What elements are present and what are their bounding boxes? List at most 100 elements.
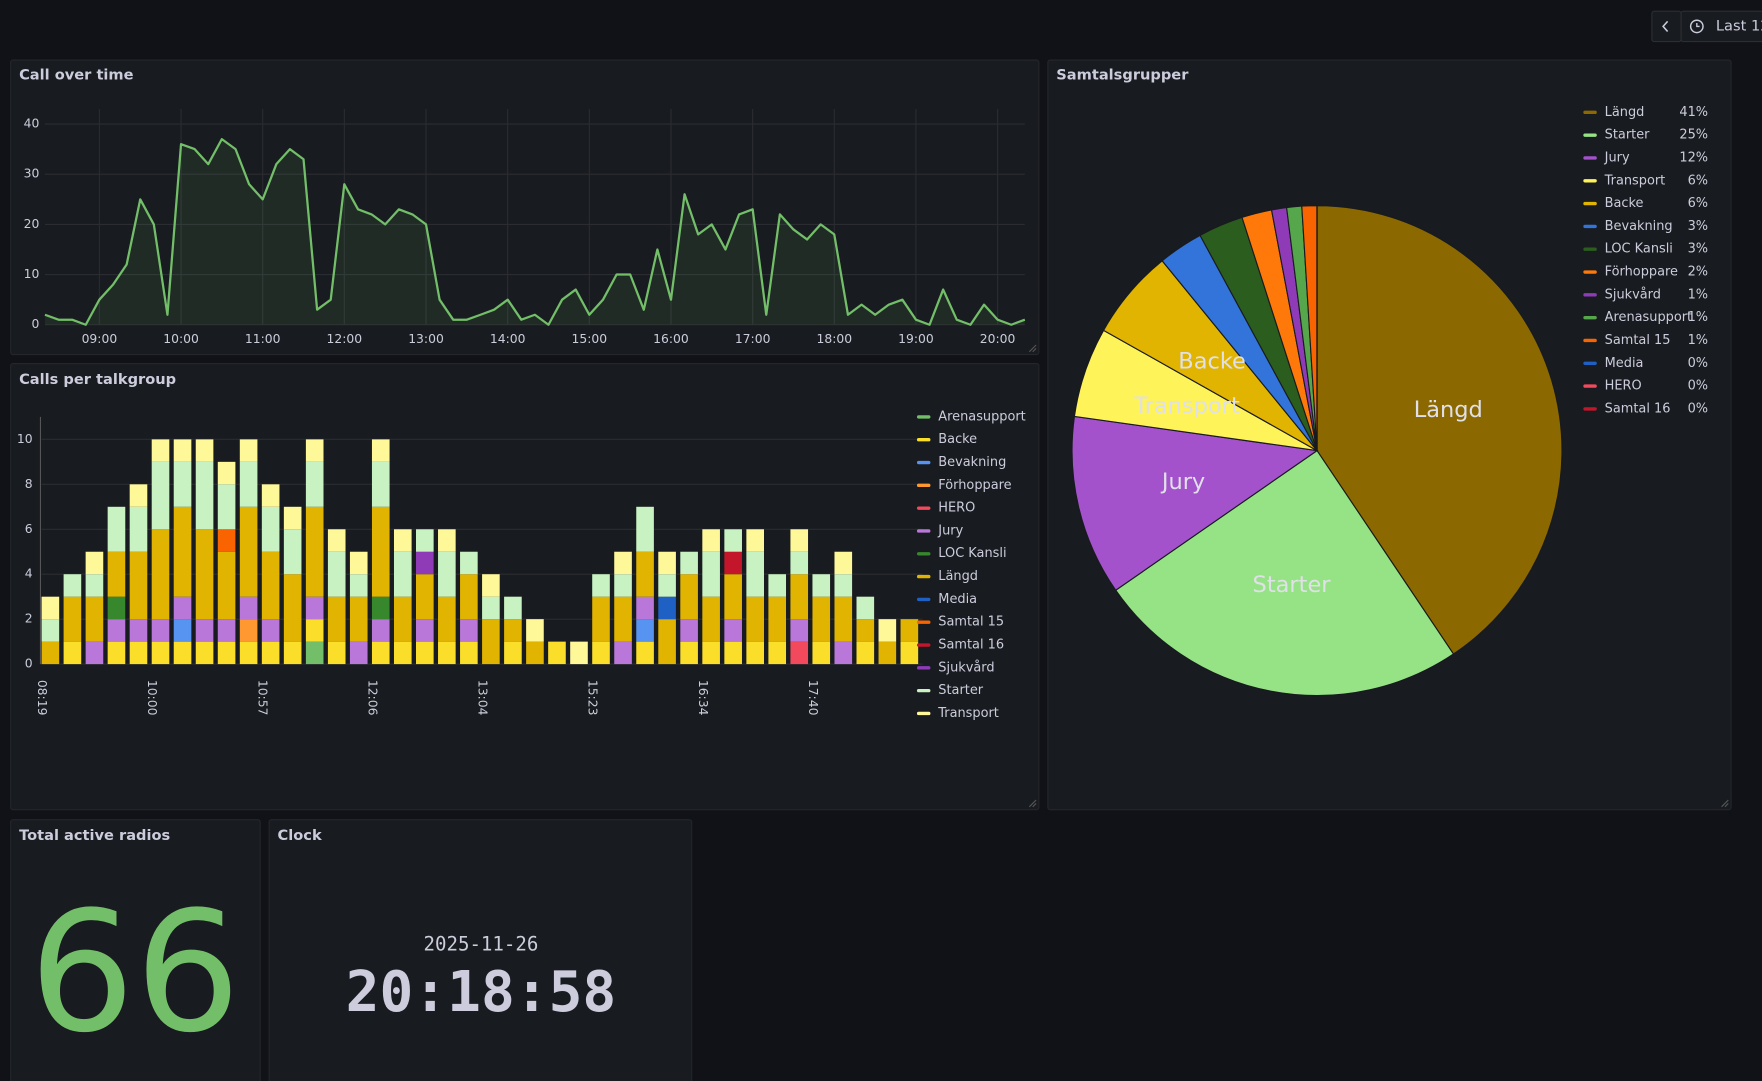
bar-segment <box>173 506 192 597</box>
legend-label: HERO <box>938 501 975 516</box>
resize-handle[interactable] <box>1721 799 1729 808</box>
bar-segment <box>526 641 544 665</box>
x-tick-label: 17:00 <box>735 332 771 346</box>
legend-swatch <box>916 597 931 602</box>
bar-segment <box>217 461 236 485</box>
bar-segment <box>856 619 875 642</box>
bar-segment <box>856 641 875 665</box>
bar-segment <box>129 484 148 507</box>
bar-segment <box>349 596 368 642</box>
bar-segment <box>195 461 214 530</box>
y-tick-label: 6 <box>25 522 33 536</box>
panel <box>10 819 261 1081</box>
legend-value: 6% <box>1688 196 1708 211</box>
x-tick-label: 12:06 <box>365 680 379 716</box>
bar-segment <box>305 596 324 620</box>
legend-label: Arenasupport <box>938 409 1025 424</box>
pie-slice <box>1316 205 1563 655</box>
legend-swatch <box>916 506 931 510</box>
legend-label: Bevakning <box>1605 219 1673 234</box>
bar-segment <box>416 529 434 552</box>
panel <box>268 819 693 1081</box>
legend-swatch <box>1583 338 1597 343</box>
legend-label: Transport <box>937 706 999 721</box>
slice-label: Starter <box>1253 572 1332 598</box>
bar-segment <box>878 641 897 665</box>
bar-segment <box>239 596 258 620</box>
legend-swatch <box>1583 156 1597 160</box>
bar-segment <box>812 596 831 642</box>
x-tick-label: 14:00 <box>490 332 526 346</box>
x-tick-label: 17:40 <box>806 680 820 716</box>
bar-segment <box>746 641 764 665</box>
bar-segment <box>724 619 742 642</box>
legend-swatch <box>916 666 931 670</box>
legend-label: Bevakning <box>938 455 1006 470</box>
x-tick-label: 16:00 <box>653 332 689 346</box>
bar-segment <box>460 619 478 642</box>
bar-segment <box>327 596 346 642</box>
bar-segment <box>371 619 390 642</box>
bar-segment <box>239 439 258 462</box>
panel <box>10 59 1040 356</box>
bar-segment <box>482 574 500 597</box>
bar-segment <box>438 529 456 552</box>
bar-segment <box>305 641 324 665</box>
legend-value: 41% <box>1679 105 1708 120</box>
bar-segment <box>349 551 368 575</box>
bar-segment <box>614 641 632 665</box>
bar-segment <box>217 529 236 552</box>
bar-segment <box>636 596 654 620</box>
bar-segment <box>900 641 919 665</box>
x-tick-label: 11:00 <box>245 332 281 346</box>
bar-segment <box>680 619 698 642</box>
legend-swatch <box>916 529 931 533</box>
legend-swatch <box>1583 224 1597 229</box>
bar-segment <box>504 641 522 665</box>
legend-swatch <box>916 552 931 556</box>
legend-value: 1% <box>1688 287 1708 302</box>
bar-segment <box>416 574 434 620</box>
legend-swatch <box>1583 384 1597 388</box>
legend-value: 6% <box>1688 173 1708 188</box>
y-tick-label: 2 <box>25 612 33 626</box>
bar-segment <box>658 551 676 575</box>
bar-segment <box>702 551 720 597</box>
bar-chart: 0 2 4 6 8 10 08:19 10:00 10:57 12:06 13:04 15:23 16:… <box>17 409 1026 721</box>
bar-segment <box>151 619 170 642</box>
bar-segment <box>173 461 192 507</box>
bar-segment <box>283 574 302 642</box>
time-picker[interactable] <box>1680 10 1762 43</box>
bar-segment <box>768 641 787 665</box>
bar-segment <box>393 641 412 665</box>
panel-title: Clock <box>278 827 322 844</box>
bar-segment <box>702 596 720 642</box>
bar-segment <box>812 574 831 597</box>
resize-handle[interactable] <box>1028 799 1037 808</box>
slice-label: Längd <box>1414 397 1483 423</box>
bar-segment <box>790 529 809 552</box>
legend-value: 0% <box>1688 356 1708 371</box>
bar-segment <box>900 619 919 642</box>
bar-segment <box>460 551 478 575</box>
back-button[interactable] <box>1651 10 1682 43</box>
legend-label: Jury <box>937 523 963 538</box>
bar-segment <box>129 506 148 552</box>
bar-segment <box>41 619 60 642</box>
legend-swatch <box>1583 361 1597 365</box>
legend-label: Starter <box>938 683 983 698</box>
slice-label: Jury <box>1160 469 1205 495</box>
legend-value: 3% <box>1688 219 1708 234</box>
legend-label: Förhoppare <box>1605 265 1678 280</box>
legend-value: 3% <box>1688 242 1708 257</box>
bar-segment <box>107 551 126 597</box>
bar-segment <box>85 574 104 597</box>
legend-label: Samtal 15 <box>938 615 1004 630</box>
bar-segment <box>526 619 544 642</box>
y-tick-label: 40 <box>24 117 40 131</box>
bar-segment <box>349 574 368 597</box>
resize-handle[interactable] <box>1028 344 1037 353</box>
bar-segment <box>746 596 764 642</box>
bar-segment <box>173 439 192 462</box>
